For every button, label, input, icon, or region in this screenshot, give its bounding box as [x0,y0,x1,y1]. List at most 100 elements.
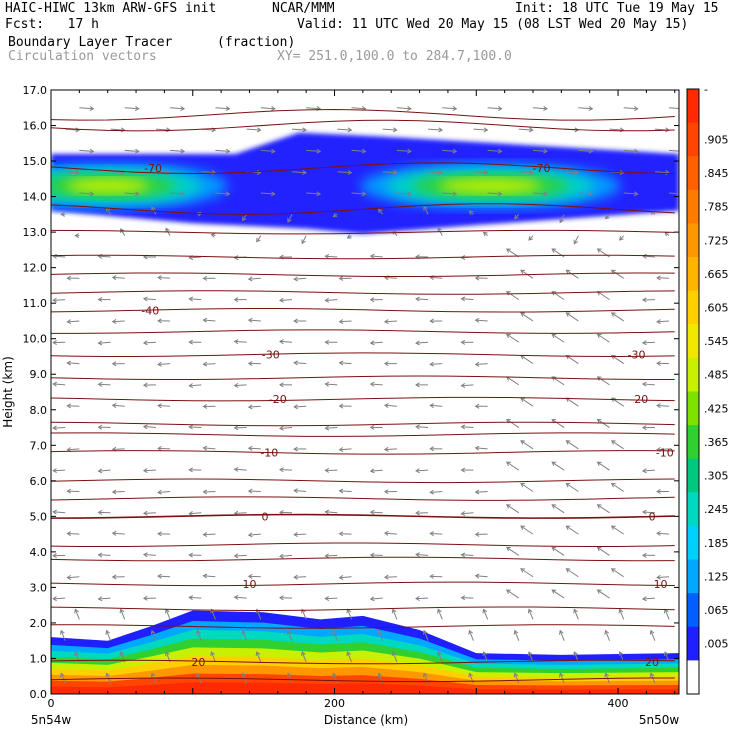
wind-vector-head [279,467,284,473]
wind-vector [578,192,593,195]
wind-vector [98,597,111,600]
wind-vector-head [188,424,194,430]
wind-vector [203,490,216,493]
tracer-band-8 [51,682,679,694]
wind-vector-head [286,629,292,635]
wind-vector-head [142,552,148,558]
wind-vector [573,235,579,244]
wind-vector-head [588,106,594,112]
wind-vector [201,171,216,174]
wind-vector-head [293,404,298,410]
wind-vector-head [97,510,103,515]
wind-vector [325,597,338,600]
wind-vector-head [641,596,647,602]
wind-vector-head [663,651,669,657]
wind-vector [256,651,262,663]
wind-vector [74,609,80,620]
wind-vector [483,651,489,663]
wind-vector [189,512,202,515]
wind-vector-head [279,553,284,559]
wind-vector-head [520,525,526,530]
wind-vector [437,651,443,663]
wind-vector-head [588,191,594,197]
wind-vector [234,384,247,387]
wind-vector-head [680,192,684,196]
wind-vector-head [166,170,171,175]
wind-vector-head [196,629,201,635]
wind-vector [301,235,307,244]
wind-vector [79,192,94,195]
wind-vector-head [529,170,534,175]
wind-vector [473,128,488,131]
wind-vector [256,609,262,620]
wind-vector-head [105,672,111,678]
wind-vector-head [641,509,647,515]
y-tick-label: 14.0 [23,191,48,204]
contour-label: 20 [191,656,205,669]
contour-label: -40 [141,304,159,317]
wind-vector-head [361,191,367,197]
wind-vector [53,255,66,258]
y-tick-label: 15.0 [23,155,48,168]
wind-vector-head [369,424,375,430]
wind-vector [520,312,534,322]
contour-label: 0 [262,510,269,523]
wind-vector [158,490,171,493]
wind-vector-head [618,651,624,657]
wind-vector-head [97,340,103,346]
wind-vector-head [437,226,442,232]
wind-vector [430,532,443,535]
wind-vector [487,107,502,110]
wind-vector-head [111,402,117,408]
wind-vector-head [111,530,117,536]
wind-vector [143,469,156,472]
y-tick-label: 8.0 [30,404,48,417]
wind-vector-head [369,253,375,259]
wind-vector-head [596,461,602,466]
wind-vector [416,298,429,301]
y-tick-label: 11.0 [23,297,48,310]
wind-vector-head [271,191,276,197]
contour-line [51,432,675,437]
wind-vector [65,128,80,131]
wind-vector-head [66,403,72,409]
wind-vector [332,673,338,684]
wind-vector-head [60,211,65,217]
wind-vector-head [429,318,434,324]
wind-vector [566,355,579,364]
wind-vector [384,576,397,578]
wind-vector [110,128,125,131]
wind-vector [370,597,383,600]
wind-vector [60,673,66,684]
wind-vector [520,525,534,535]
wind-vector-head [157,318,162,324]
wind-vector-head [279,425,284,431]
wind-vector-head [407,148,412,154]
wind-vector [423,206,429,215]
contour-line [51,677,675,683]
wind-vector-head [383,489,389,495]
wind-vector [430,490,443,493]
wind-vector [650,630,656,641]
wind-vector [287,673,293,684]
wind-vector-head [429,489,435,495]
wind-vector [597,248,610,258]
upper-tracer-core [438,177,543,195]
wind-vector-head [422,672,428,678]
wind-vector-head [316,148,322,154]
wind-vector-head [202,275,208,281]
wind-vector [384,404,397,407]
wind-vector [520,568,534,578]
wind-vector-head [180,148,186,154]
wind-vector [242,214,248,221]
wind-vector-head [543,191,548,197]
contour-line [51,109,675,121]
y-tick-label: 3.0 [30,581,48,594]
wind-vector [60,630,66,641]
contour-line [51,290,675,295]
wind-vector-head [302,170,307,175]
wind-vector [566,483,579,492]
wind-vector-head [407,106,412,112]
wind-vector [53,299,66,301]
wind-vector-head [157,403,162,409]
